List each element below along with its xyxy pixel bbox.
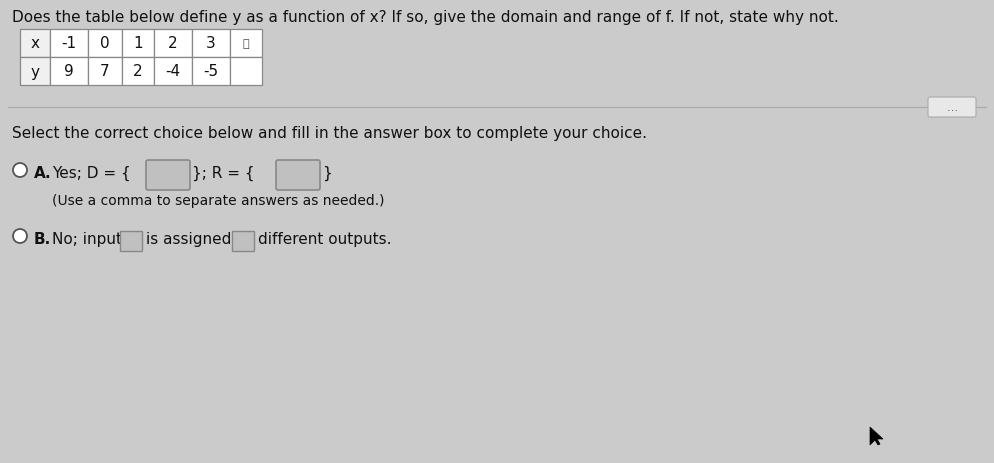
Bar [20,30,50,58]
Text: …: … [946,103,957,113]
Text: Does the table below define y as a function of x? If so, give the domain and ran: Does the table below define y as a funct… [12,10,839,25]
Text: 7: 7 [100,64,109,79]
Bar [230,30,262,58]
Bar [192,30,230,58]
Text: -1: -1 [62,37,77,51]
Text: different outputs.: different outputs. [258,232,392,246]
Text: 3: 3 [206,37,216,51]
Text: (Use a comma to separate answers as needed.): (Use a comma to separate answers as need… [52,194,385,207]
Text: 2: 2 [133,64,143,79]
Text: Yes; D = {: Yes; D = { [52,166,131,181]
Text: 0: 0 [100,37,109,51]
Text: B.: B. [34,232,52,246]
Text: x: x [31,37,40,51]
Text: A.: A. [34,166,52,181]
Text: 9: 9 [65,64,74,79]
FancyBboxPatch shape [928,98,976,118]
Bar [20,58,50,86]
Bar [88,30,122,58]
Text: }; R = {: }; R = { [192,166,254,181]
FancyBboxPatch shape [276,161,320,191]
Bar [50,58,88,86]
Text: -4: -4 [165,64,181,79]
Text: }: } [322,166,332,181]
Text: y: y [31,64,40,79]
Text: ⎕: ⎕ [243,39,249,49]
Bar [192,58,230,86]
Circle shape [13,163,27,178]
Bar [122,58,154,86]
Text: 2: 2 [168,37,178,51]
Text: 1: 1 [133,37,143,51]
Bar [154,58,192,86]
Circle shape [13,230,27,244]
Bar [120,232,142,251]
Bar [88,58,122,86]
Bar [232,232,254,251]
Text: Select the correct choice below and fill in the answer box to complete your choi: Select the correct choice below and fill… [12,126,647,141]
Bar [230,58,262,86]
Bar [154,30,192,58]
Polygon shape [870,427,883,445]
Text: is assigned: is assigned [146,232,232,246]
Bar [122,30,154,58]
Text: No; input: No; input [52,232,122,246]
FancyBboxPatch shape [146,161,190,191]
Text: -5: -5 [204,64,219,79]
Bar [50,30,88,58]
